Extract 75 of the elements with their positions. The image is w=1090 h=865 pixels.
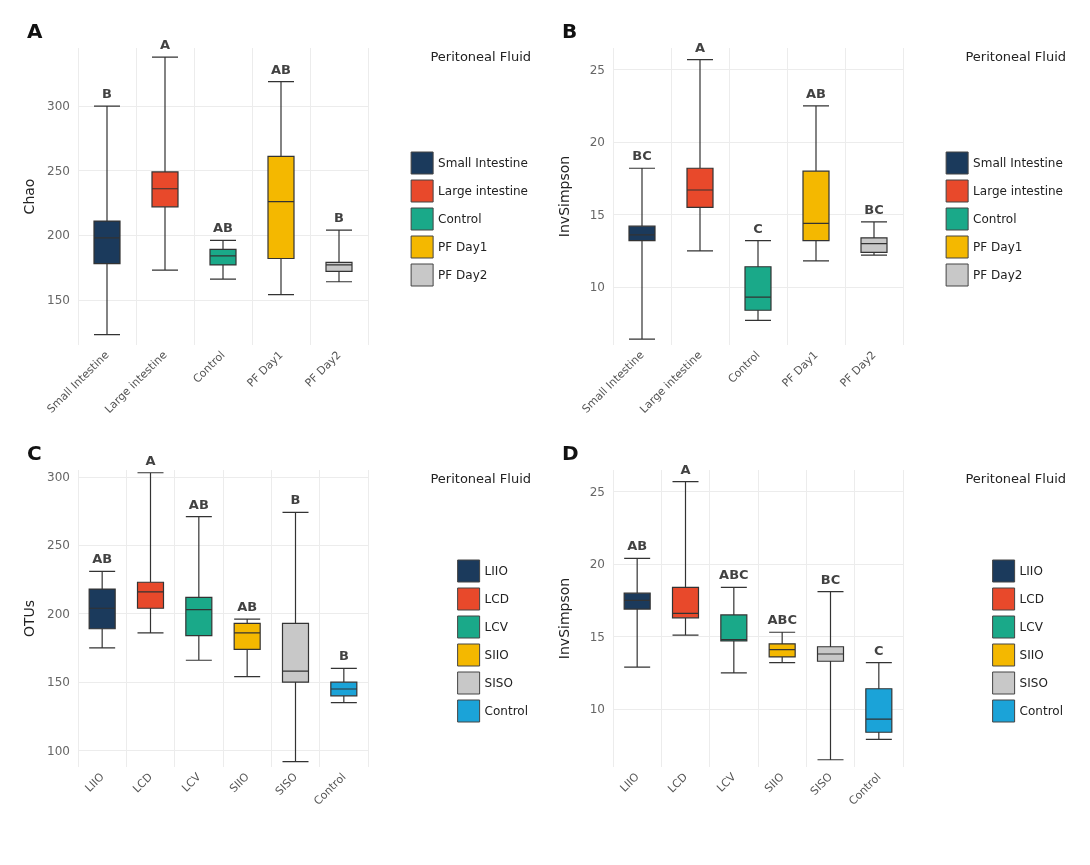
legend-label: LIIO	[1019, 564, 1043, 578]
legend-label: LCV	[1019, 620, 1044, 634]
legend-label: PF Day1	[438, 240, 488, 254]
y-tick-label: 10	[589, 702, 605, 717]
chart-title: D	[562, 441, 579, 465]
legend-label: Small Intestine	[973, 156, 1063, 170]
x-tick-label: LCD	[665, 770, 691, 796]
legend-label: PF Day1	[973, 240, 1023, 254]
y-tick-label: 150	[47, 292, 70, 307]
legend-title: Peritoneal Fluid	[965, 471, 1067, 486]
annotation: B	[334, 210, 344, 226]
legend-title: Peritoneal Fluid	[430, 49, 532, 64]
y-tick-label: 100	[47, 743, 70, 758]
annotation: B	[102, 86, 112, 102]
y-tick-label: 200	[47, 228, 70, 243]
annotation: A	[159, 37, 171, 53]
y-axis-title: InvSimpson	[556, 577, 572, 660]
y-tick-label: 300	[47, 99, 70, 114]
legend-label: PF Day2	[973, 268, 1023, 282]
legend-label: PF Day2	[438, 268, 488, 282]
legend-label: Control	[1019, 704, 1064, 718]
annotation: A	[694, 39, 706, 55]
annotation: C	[753, 220, 763, 236]
y-axis-title: OTUs	[21, 599, 37, 638]
annotation: A	[680, 461, 691, 477]
annotation: BC	[632, 148, 652, 164]
annotation: AB	[92, 551, 113, 567]
annotation: ABC	[719, 567, 749, 583]
annotation: B	[290, 492, 301, 508]
legend-label: Control	[973, 212, 1017, 226]
legend-title: Peritoneal Fluid	[965, 49, 1067, 64]
y-tick-label: 250	[47, 163, 70, 178]
x-tick-label: LCD	[130, 770, 156, 796]
legend-label: SISO	[1019, 676, 1048, 690]
chart-title: A	[27, 19, 43, 43]
legend-title: Peritoneal Fluid	[430, 471, 532, 486]
legend-label: Small Intestine	[438, 156, 528, 170]
legend-label: Large intestine	[973, 184, 1064, 198]
y-tick-label: 10	[589, 280, 605, 295]
annotation: C	[874, 642, 884, 658]
annotation: AB	[188, 496, 209, 512]
y-axis-title: Chao	[21, 178, 37, 215]
legend-label: LCV	[484, 620, 509, 634]
y-tick-label: 150	[47, 675, 70, 690]
annotation: AB	[271, 61, 291, 77]
y-axis-title: InvSimpson	[556, 155, 572, 238]
legend-label: LCD	[1019, 592, 1044, 606]
annotation: BC	[864, 201, 884, 217]
legend-label: Large intestine	[438, 184, 529, 198]
y-tick-label: 20	[589, 135, 605, 150]
y-tick-label: 25	[589, 62, 605, 77]
annotation: A	[145, 452, 156, 468]
legend-label: SIIO	[1019, 648, 1044, 662]
annotation: BC	[820, 571, 841, 587]
y-tick-label: 20	[589, 557, 605, 572]
y-tick-label: 15	[589, 629, 605, 644]
legend-label: SISO	[484, 676, 513, 690]
annotation: B	[338, 648, 349, 664]
annotation: AB	[627, 538, 648, 554]
legend-label: Control	[484, 704, 529, 718]
legend-label: Control	[438, 212, 482, 226]
legend-label: LIIO	[484, 564, 508, 578]
annotation: ABC	[767, 612, 797, 628]
annotation: AB	[213, 220, 233, 236]
chart-title: C	[27, 441, 42, 465]
legend-label: SIIO	[484, 648, 509, 662]
annotation: AB	[237, 599, 258, 615]
y-tick-label: 200	[47, 606, 70, 621]
y-tick-label: 25	[589, 484, 605, 499]
y-tick-label: 15	[589, 207, 605, 222]
chart-title: B	[562, 19, 578, 43]
y-tick-label: 300	[47, 469, 70, 484]
legend-label: LCD	[484, 592, 509, 606]
annotation: AB	[806, 85, 826, 101]
y-tick-label: 250	[47, 538, 70, 553]
